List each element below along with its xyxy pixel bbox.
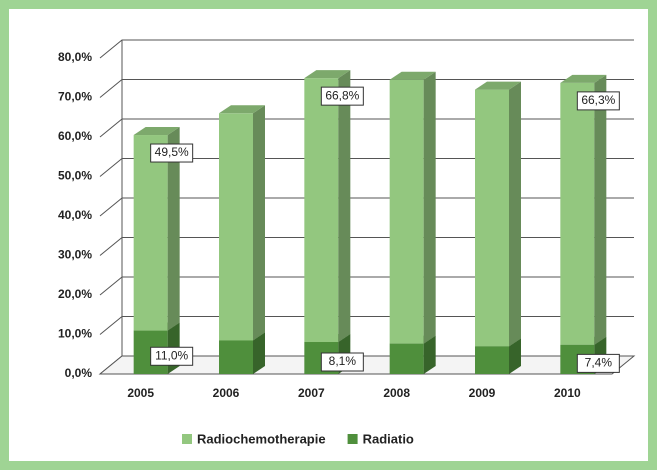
y-tick-label: 50,0% (58, 169, 92, 183)
y-tick-label: 0,0% (65, 366, 93, 380)
x-tick-label: 2008 (383, 386, 410, 400)
bar-side (594, 74, 607, 345)
bar-side (338, 70, 351, 343)
value-label: 49,5% (155, 145, 189, 159)
bar (475, 89, 509, 347)
value-label-box (320, 352, 364, 372)
y-tick-label: 40,0% (58, 208, 92, 222)
value-label: 7,4% (585, 356, 613, 370)
bar-top (560, 74, 607, 83)
bar (475, 346, 509, 374)
y-tick-label: 20,0% (58, 287, 92, 301)
x-tick-label: 2007 (298, 386, 325, 400)
value-label-box (150, 346, 194, 366)
y-tick-label: 60,0% (58, 129, 92, 143)
bar-side (509, 338, 521, 374)
bar-top (133, 127, 180, 136)
value-label-box (576, 353, 620, 373)
bar-top (389, 71, 436, 80)
y-tick-label: 30,0% (58, 248, 92, 262)
legend-swatch (347, 434, 358, 444)
legend-label: Radiochemotherapie (197, 431, 326, 446)
bar-top (304, 70, 351, 79)
bar-side (509, 81, 521, 347)
legend-label: Radiatio (363, 431, 414, 446)
x-tick-label: 2009 (469, 386, 496, 400)
y-tick-label: 10,0% (58, 327, 92, 341)
value-label-box (320, 86, 364, 106)
value-label-box (150, 143, 194, 163)
value-label: 66,8% (325, 88, 359, 102)
bar-side (253, 105, 265, 341)
bar (389, 343, 424, 374)
value-label: 11,0% (155, 348, 188, 362)
x-tick-label: 2006 (213, 386, 240, 400)
value-label: 66,3% (581, 93, 615, 107)
x-tick-label: 2010 (554, 386, 581, 400)
y-tick-label: 80,0% (58, 50, 92, 64)
x-tick-label: 2005 (127, 386, 154, 400)
bar-side (423, 335, 436, 374)
bar (219, 340, 253, 374)
bar-side (167, 127, 180, 331)
legend-swatch (182, 434, 192, 444)
bar-side (423, 71, 436, 344)
bar (389, 79, 424, 344)
value-label: 8,1% (329, 354, 357, 368)
bar (133, 135, 168, 331)
bar-top (475, 81, 521, 90)
value-label-box (576, 91, 620, 111)
bar (304, 78, 339, 343)
bar-side (253, 332, 265, 374)
y-tick-label: 70,0% (58, 90, 92, 104)
bar (560, 82, 595, 345)
bar (219, 113, 253, 341)
bar-top (219, 105, 265, 114)
